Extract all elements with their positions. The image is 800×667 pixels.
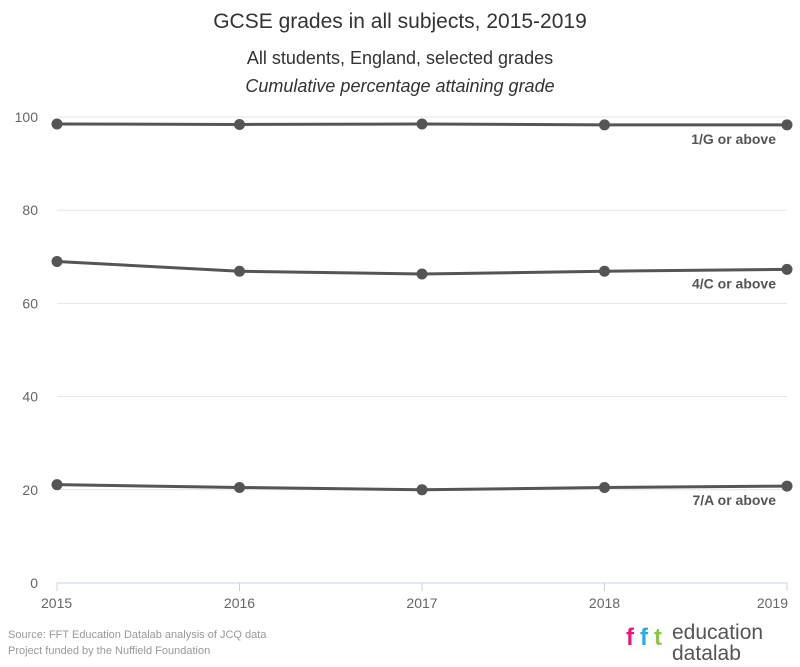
x-tick-label: 2019 <box>757 595 788 611</box>
x-tick-label: 2017 <box>406 595 437 611</box>
logo-letter-f2: f <box>640 624 648 651</box>
y-tick-label: 100 <box>15 109 39 125</box>
series-label: 1/G or above <box>691 131 776 147</box>
logo-letter-t: t <box>654 624 662 651</box>
data-point <box>781 480 793 492</box>
logo-letter-f1: f <box>626 624 634 651</box>
x-tick-label: 2015 <box>41 595 72 611</box>
data-point <box>51 118 63 130</box>
logo-line1: education <box>672 621 764 644</box>
y-tick-label: 0 <box>30 575 38 591</box>
chart-note: Cumulative percentage attaining grade <box>245 76 555 96</box>
series-label: 7/A or above <box>692 492 776 508</box>
chart-subtitle: All students, England, selected grades <box>246 48 554 68</box>
funding-note: Project funded by the Nuffield Foundatio… <box>8 645 211 657</box>
series-label: 4/C or above <box>692 275 776 291</box>
x-tick-label: 2018 <box>589 595 620 611</box>
data-point <box>599 265 610 277</box>
y-tick-label: 80 <box>22 202 38 218</box>
data-point <box>781 119 793 131</box>
data-point <box>781 263 793 275</box>
source-note: Source: FFT Education Datalab analysis o… <box>8 629 267 641</box>
logo-line2: datalab <box>672 642 741 665</box>
fft-education-datalab-logo: f f t education datalab <box>626 622 796 664</box>
chart-title: GCSE grades in all subjects, 2015-2019 <box>213 10 587 33</box>
data-point <box>416 118 428 130</box>
y-tick-label: 20 <box>22 482 38 498</box>
data-point <box>599 119 610 131</box>
data-point <box>51 479 63 491</box>
data-point <box>234 265 245 277</box>
data-point <box>599 481 610 493</box>
data-point <box>234 118 245 130</box>
y-tick-label: 60 <box>22 295 38 311</box>
data-point <box>416 484 428 496</box>
data-point <box>416 268 428 280</box>
data-point <box>234 481 245 493</box>
x-tick-label: 2016 <box>224 595 255 611</box>
data-point <box>51 255 63 267</box>
y-tick-label: 40 <box>22 389 38 405</box>
